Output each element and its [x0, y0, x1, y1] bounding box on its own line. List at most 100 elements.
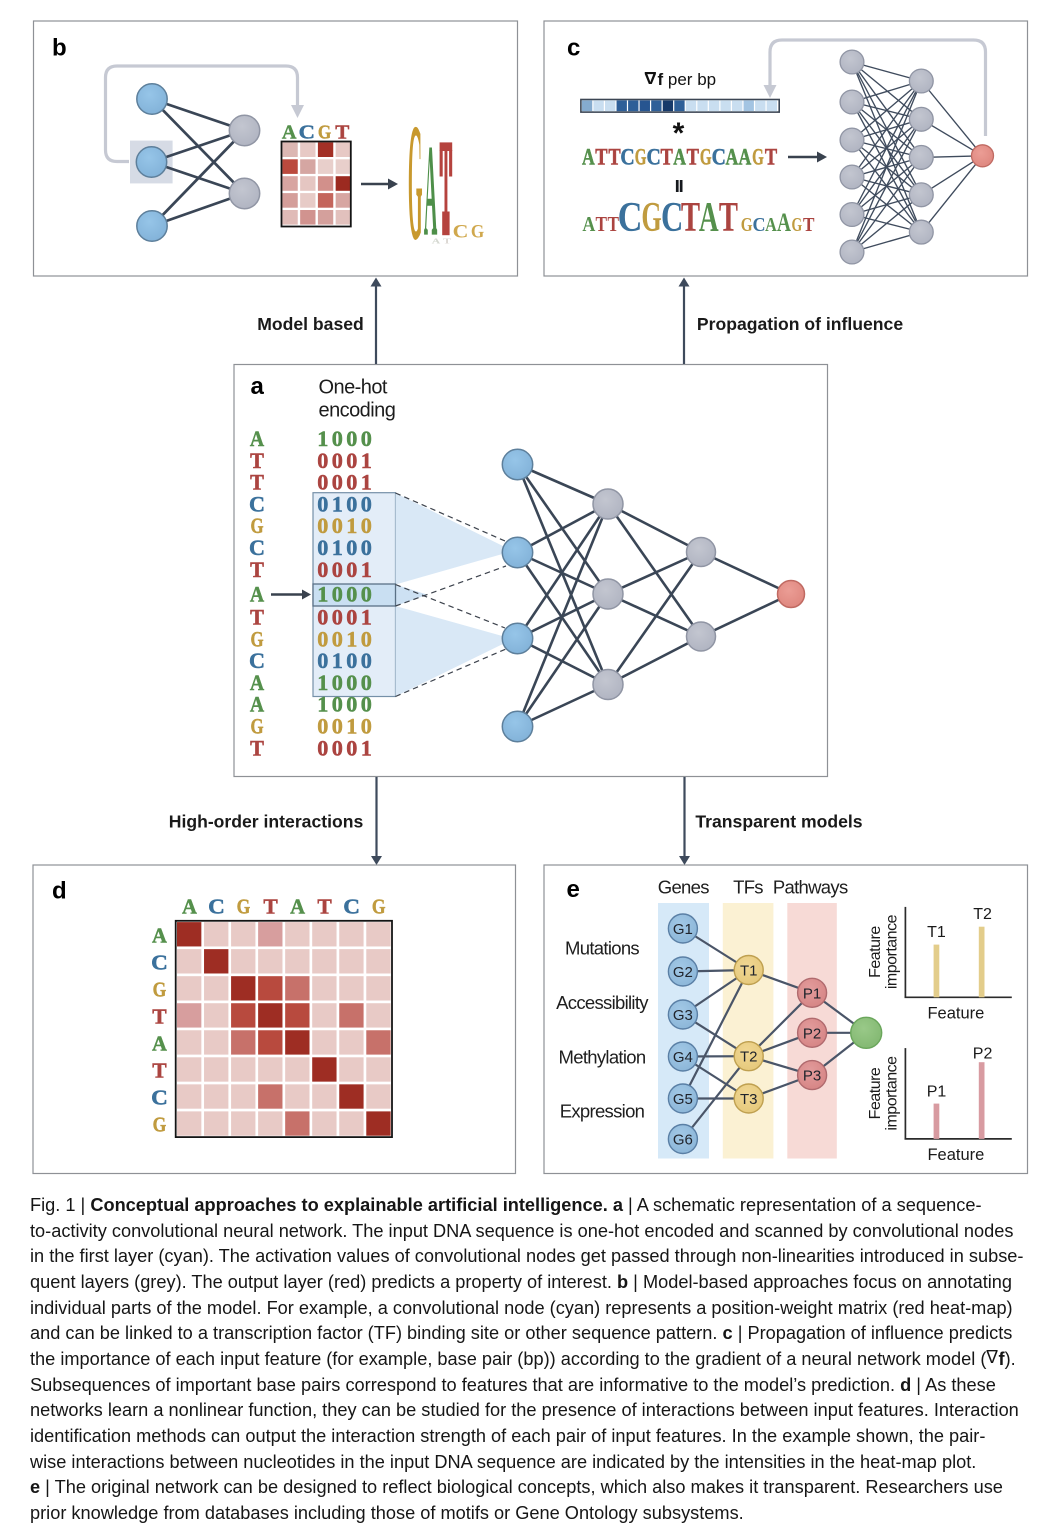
svg-text:C: C [712, 144, 726, 170]
svg-text:T: T [250, 736, 264, 761]
svg-text:C: C [249, 648, 265, 673]
svg-text:1: 1 [332, 648, 343, 673]
svg-text:0: 0 [346, 735, 357, 760]
svg-text:G: G [641, 192, 661, 240]
svg-text:T2: T2 [740, 1049, 758, 1066]
svg-text:0: 0 [317, 513, 328, 538]
svg-text:G: G [741, 213, 753, 235]
svg-text:A: A [250, 692, 265, 717]
svg-text:1: 1 [361, 448, 372, 473]
svg-text:importance: importance [884, 1056, 901, 1131]
svg-text:T: T [765, 143, 777, 170]
svg-text:0: 0 [332, 670, 343, 695]
svg-text:1: 1 [332, 491, 343, 516]
svg-text:Expression: Expression [560, 1101, 645, 1122]
svg-text:Accessibility: Accessibility [556, 992, 649, 1013]
svg-text:A: A [582, 145, 595, 170]
svg-text:0: 0 [361, 692, 372, 717]
svg-text:0: 0 [332, 735, 343, 760]
svg-text:G5: G5 [673, 1091, 693, 1108]
svg-text:P3: P3 [803, 1068, 821, 1085]
svg-text:1: 1 [361, 735, 372, 760]
svg-text:0: 0 [346, 605, 357, 630]
svg-text:0: 0 [317, 448, 328, 473]
svg-text:T: T [250, 470, 264, 495]
svg-text:1: 1 [346, 626, 357, 651]
svg-text:0: 0 [317, 557, 328, 582]
svg-text:1: 1 [317, 426, 328, 451]
svg-text:P1: P1 [927, 1084, 947, 1101]
svg-text:0: 0 [317, 648, 328, 673]
svg-text:0: 0 [346, 670, 357, 695]
svg-text:0: 0 [317, 470, 328, 495]
svg-text:T: T [335, 122, 349, 143]
svg-text:High-order interactions: High-order interactions [169, 812, 364, 832]
svg-text:T: T [681, 193, 700, 240]
svg-text:A: A [250, 426, 265, 451]
svg-text:T: T [250, 448, 264, 473]
svg-text:T: T [595, 213, 607, 236]
svg-text:0: 0 [346, 692, 357, 717]
svg-text:C: C [618, 193, 643, 240]
svg-text:1: 1 [361, 605, 372, 630]
svg-text:b: b [52, 35, 67, 62]
svg-text:0: 0 [317, 535, 328, 560]
svg-text:0: 0 [346, 448, 357, 473]
svg-text:0: 0 [361, 582, 372, 607]
svg-text:Pathways: Pathways [773, 877, 848, 898]
svg-text:C: C [208, 894, 225, 918]
svg-text:1: 1 [346, 513, 357, 538]
svg-text:0: 0 [332, 582, 343, 607]
svg-text:G6: G6 [673, 1132, 693, 1149]
svg-text:0: 0 [332, 692, 343, 717]
svg-text:G: G [752, 146, 764, 171]
svg-text:C: C [249, 491, 265, 516]
svg-text:*: * [673, 117, 685, 150]
svg-text:Methylation: Methylation [559, 1046, 646, 1067]
svg-text:Feature: Feature [867, 1067, 884, 1119]
svg-text:A: A [738, 145, 751, 170]
svg-text:G: G [153, 1114, 167, 1137]
svg-text:G: G [792, 213, 803, 235]
svg-text:importance: importance [884, 914, 901, 989]
svg-text:c: c [567, 35, 580, 62]
svg-text:G: G [250, 514, 263, 539]
svg-text:Transparent models: Transparent models [695, 812, 862, 832]
svg-text:0: 0 [346, 557, 357, 582]
svg-text:1: 1 [361, 470, 372, 495]
svg-text:0: 0 [332, 605, 343, 630]
svg-text:G1: G1 [673, 921, 693, 938]
svg-text:0: 0 [317, 735, 328, 760]
svg-text:0: 0 [361, 491, 372, 516]
svg-text:C: C [661, 194, 683, 241]
svg-text:A: A [424, 118, 437, 264]
svg-text:0: 0 [361, 535, 372, 560]
svg-text:0: 0 [317, 626, 328, 651]
svg-text:G: G [700, 146, 712, 171]
svg-text:A: A [699, 193, 719, 241]
svg-text:A: A [290, 894, 305, 918]
svg-text:T1: T1 [740, 963, 758, 980]
svg-text:0: 0 [361, 648, 372, 673]
svg-text:G: G [471, 221, 484, 242]
svg-text:T: T [250, 605, 264, 630]
svg-text:0: 0 [346, 426, 357, 451]
svg-text:A: A [432, 238, 441, 246]
svg-text:A: A [152, 923, 167, 947]
svg-text:T: T [317, 895, 331, 919]
svg-text:0: 0 [332, 426, 343, 451]
svg-text:0: 0 [317, 491, 328, 516]
svg-text:e: e [567, 876, 580, 903]
svg-text:Propagation of influence: Propagation of influence [697, 314, 903, 334]
svg-text:T: T [687, 143, 699, 170]
svg-text:G: G [237, 896, 251, 919]
svg-text:0: 0 [346, 470, 357, 495]
svg-text:One-hot: One-hot [319, 377, 388, 399]
svg-text:T: T [608, 143, 620, 170]
svg-text:A: A [152, 1031, 167, 1055]
svg-text:1: 1 [317, 670, 328, 695]
svg-text:C: C [646, 144, 660, 170]
svg-text:Feature: Feature [927, 1005, 984, 1023]
svg-text:0: 0 [332, 557, 343, 582]
svg-text:TFs: TFs [733, 877, 763, 898]
